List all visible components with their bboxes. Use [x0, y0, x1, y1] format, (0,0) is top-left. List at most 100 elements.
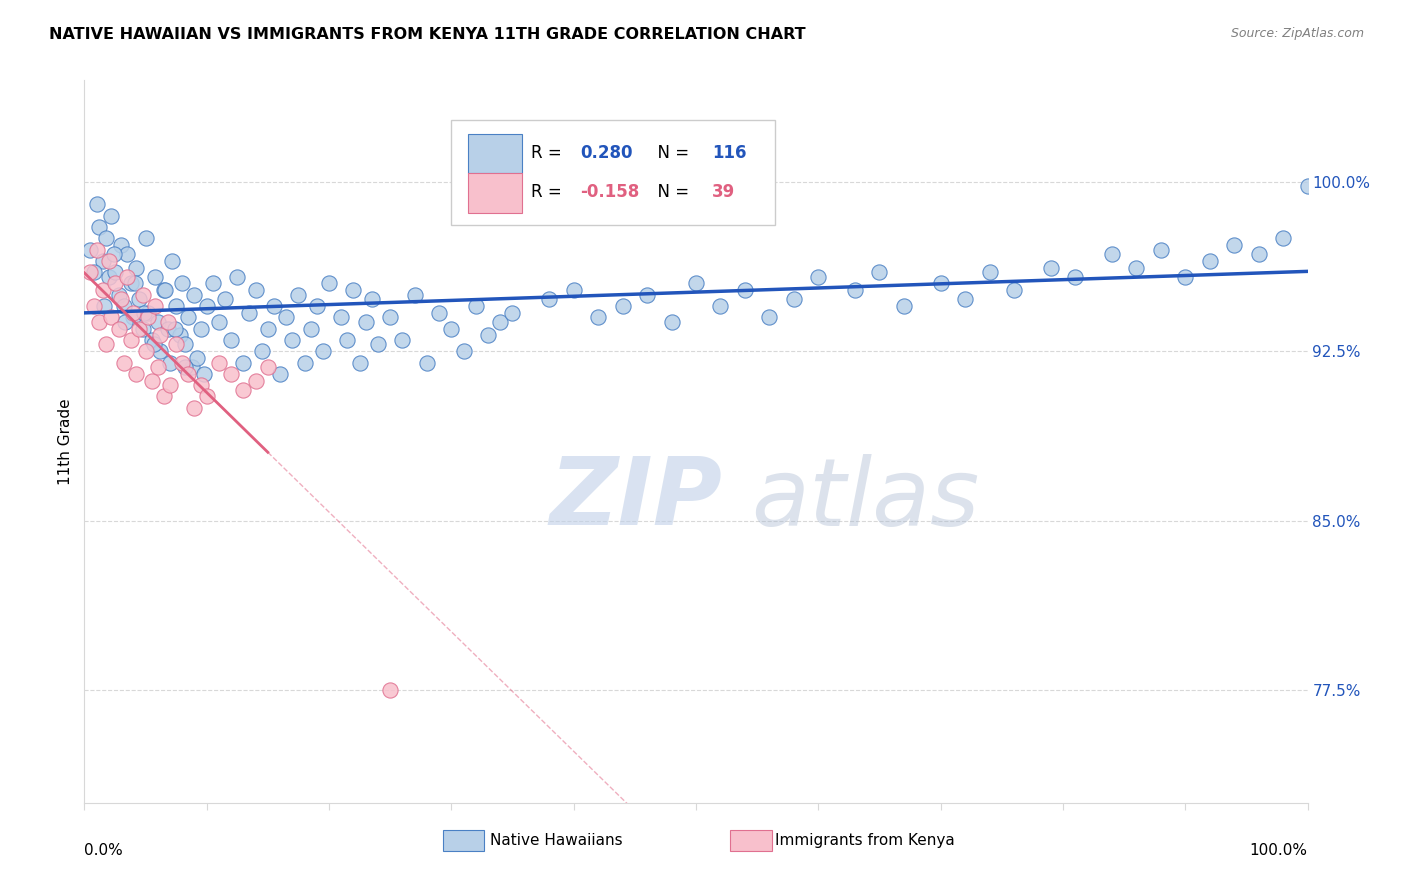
- Point: [1272, 231, 1295, 245]
- Point: [208, 355, 231, 369]
- Point: [165, 299, 187, 313]
- Point: [1198, 254, 1220, 268]
- Text: Immigrants from Kenya: Immigrants from Kenya: [776, 833, 955, 848]
- Point: [342, 283, 364, 297]
- Point: [110, 238, 132, 252]
- Point: [162, 254, 184, 268]
- Point: [586, 310, 609, 325]
- Point: [141, 333, 163, 347]
- Point: [143, 269, 166, 284]
- Point: [427, 306, 450, 320]
- Y-axis label: 11th Grade: 11th Grade: [58, 398, 73, 485]
- Point: [661, 315, 683, 329]
- Point: [172, 355, 194, 369]
- Point: [135, 231, 157, 245]
- Point: [1296, 179, 1319, 194]
- Point: [1174, 269, 1197, 284]
- Point: [929, 277, 952, 291]
- Point: [190, 321, 212, 335]
- Point: [159, 355, 181, 369]
- Point: [128, 321, 150, 335]
- Point: [96, 231, 118, 245]
- Text: R =: R =: [531, 183, 567, 202]
- Point: [538, 293, 561, 307]
- FancyBboxPatch shape: [468, 173, 522, 212]
- Point: [183, 287, 205, 301]
- Point: [149, 344, 172, 359]
- FancyBboxPatch shape: [443, 830, 484, 851]
- Point: [110, 293, 132, 307]
- Point: [136, 306, 159, 320]
- Point: [190, 378, 212, 392]
- Point: [128, 293, 150, 307]
- Point: [232, 383, 254, 397]
- Point: [250, 344, 273, 359]
- Point: [287, 287, 309, 301]
- Point: [136, 310, 159, 325]
- Point: [226, 269, 249, 284]
- Point: [734, 283, 756, 297]
- Point: [183, 401, 205, 415]
- Point: [143, 337, 166, 351]
- Point: [245, 374, 267, 388]
- Point: [893, 299, 915, 313]
- Point: [276, 310, 298, 325]
- Point: [173, 337, 195, 351]
- Point: [173, 359, 195, 374]
- Text: Source: ZipAtlas.com: Source: ZipAtlas.com: [1230, 27, 1364, 40]
- Text: 0.0%: 0.0%: [84, 843, 124, 857]
- Point: [416, 355, 439, 369]
- Point: [124, 277, 146, 291]
- Point: [269, 367, 291, 381]
- Point: [153, 389, 176, 403]
- Point: [219, 333, 242, 347]
- Point: [132, 321, 155, 335]
- Text: 116: 116: [711, 144, 747, 161]
- Point: [195, 299, 218, 313]
- Point: [120, 277, 142, 291]
- Point: [1002, 283, 1025, 297]
- Point: [153, 283, 176, 297]
- Point: [193, 367, 215, 381]
- Point: [103, 247, 125, 261]
- Point: [115, 247, 138, 261]
- Point: [440, 321, 463, 335]
- Point: [97, 254, 120, 268]
- Point: [263, 299, 285, 313]
- Point: [107, 321, 129, 335]
- Point: [107, 287, 129, 301]
- Point: [83, 265, 105, 279]
- Text: 100.0%: 100.0%: [1250, 843, 1308, 857]
- Point: [844, 283, 866, 297]
- Point: [257, 321, 280, 335]
- Point: [86, 243, 108, 257]
- Point: [404, 287, 426, 301]
- Point: [122, 310, 145, 325]
- Point: [91, 283, 114, 297]
- Point: [79, 243, 101, 257]
- FancyBboxPatch shape: [730, 830, 772, 851]
- Point: [758, 310, 780, 325]
- Text: 0.280: 0.280: [579, 144, 633, 161]
- Point: [281, 333, 304, 347]
- Point: [208, 315, 231, 329]
- Point: [709, 299, 731, 313]
- Point: [1150, 243, 1173, 257]
- Point: [219, 367, 242, 381]
- Point: [299, 321, 322, 335]
- Point: [636, 287, 658, 301]
- Point: [783, 293, 806, 307]
- Point: [391, 333, 413, 347]
- FancyBboxPatch shape: [468, 134, 522, 173]
- Point: [79, 265, 101, 279]
- Text: -0.158: -0.158: [579, 183, 638, 202]
- Point: [464, 299, 486, 313]
- Point: [238, 306, 260, 320]
- Point: [1247, 247, 1270, 261]
- Point: [257, 359, 280, 374]
- Text: 39: 39: [711, 183, 735, 202]
- Text: N =: N =: [647, 144, 695, 161]
- Point: [159, 378, 181, 392]
- Point: [87, 220, 110, 235]
- FancyBboxPatch shape: [451, 120, 776, 225]
